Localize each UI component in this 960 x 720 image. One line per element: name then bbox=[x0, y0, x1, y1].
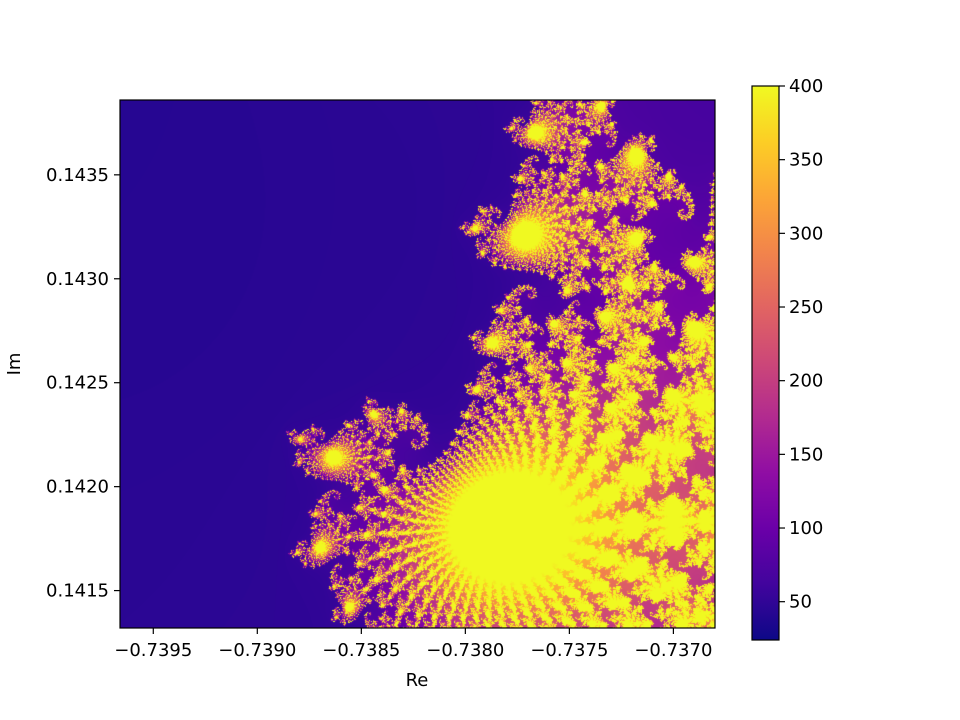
fractal-heatmap bbox=[120, 100, 715, 628]
y-axis-label: Im bbox=[4, 353, 25, 376]
colorbar-tick-label: 100 bbox=[789, 518, 823, 539]
colorbar-tick-label: 50 bbox=[789, 592, 812, 613]
y-tick-label: 0.1420 bbox=[46, 477, 109, 498]
x-tick-label: −0.7395 bbox=[114, 640, 192, 661]
x-tick-label: −0.7380 bbox=[426, 640, 504, 661]
colorbar-ticks: 50 100 150 200 250 300 350 400 bbox=[779, 76, 823, 613]
x-tick-label: −0.7385 bbox=[322, 640, 400, 661]
plot-area bbox=[119, 99, 716, 629]
colorbar: 50 100 150 200 250 300 350 400 bbox=[751, 76, 823, 641]
colorbar-tick-label: 150 bbox=[789, 444, 823, 465]
plot-frame bbox=[119, 99, 716, 629]
colorbar-gradient bbox=[752, 86, 779, 640]
colorbar-tick-label: 350 bbox=[789, 150, 823, 171]
x-axis: −0.7395 −0.7390 −0.7385 −0.7380 −0.7375 −0.73… bbox=[114, 628, 712, 661]
y-axis: 0.1415 0.1420 0.1425 0.1430 0.1435 bbox=[46, 165, 120, 602]
x-tick-label: −0.7375 bbox=[530, 640, 608, 661]
y-tick-label: 0.1435 bbox=[46, 165, 109, 186]
x-axis-label: Re bbox=[406, 670, 429, 691]
colorbar-tick-label: 250 bbox=[789, 297, 823, 318]
colorbar-tick-label: 200 bbox=[789, 371, 823, 392]
y-tick-label: 0.1415 bbox=[46, 581, 109, 602]
x-tick-label: −0.7370 bbox=[634, 640, 712, 661]
colorbar-tick-label: 300 bbox=[789, 223, 823, 244]
colorbar-frame bbox=[751, 85, 780, 641]
colorbar-tick-label: 400 bbox=[789, 76, 823, 97]
x-tick-label: −0.7390 bbox=[218, 640, 296, 661]
y-tick-label: 0.1425 bbox=[46, 373, 109, 394]
y-tick-label: 0.1430 bbox=[46, 269, 109, 290]
